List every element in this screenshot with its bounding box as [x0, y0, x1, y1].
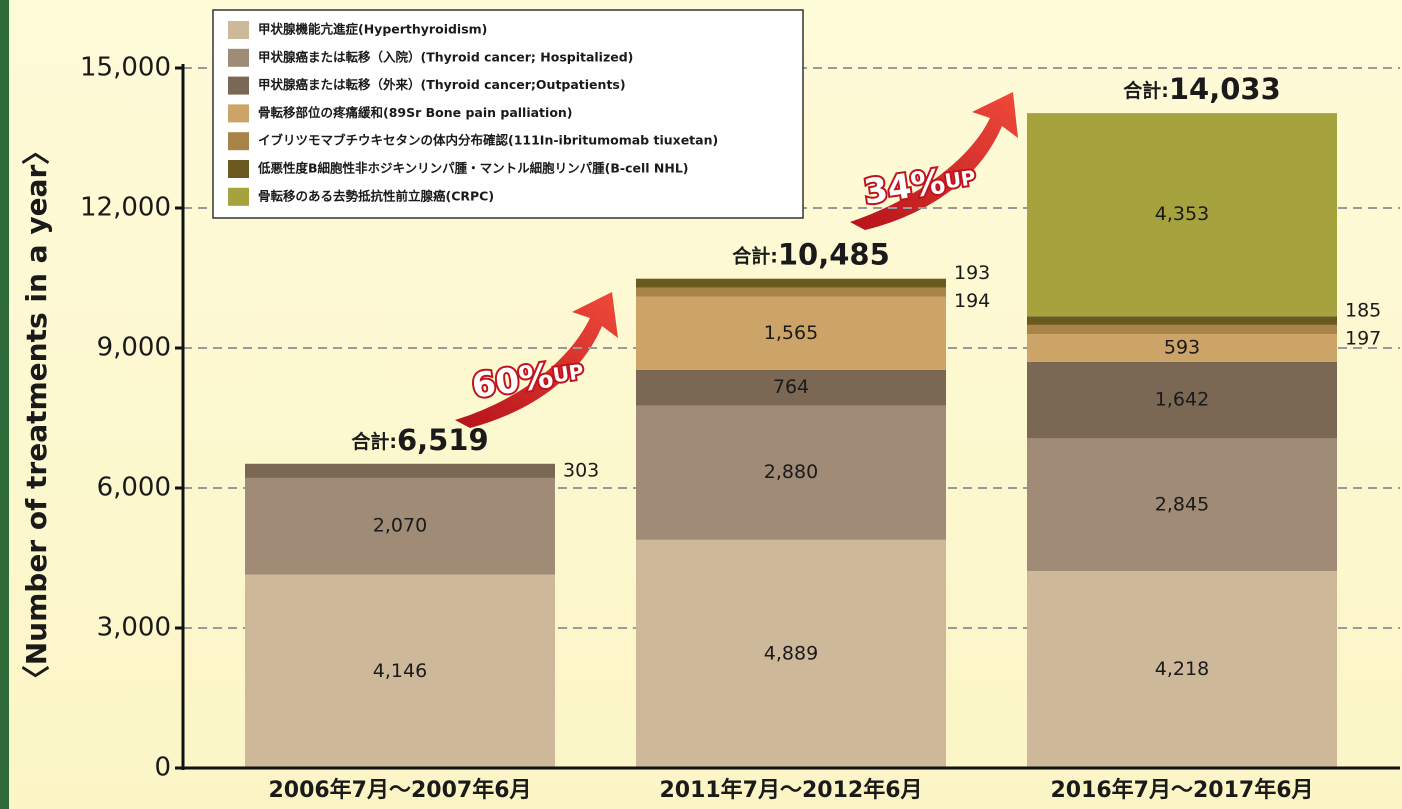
bar-segment [1027, 438, 1337, 572]
y-axis-title: 〈Number of treatments in a year〉 [20, 137, 53, 694]
legend-swatch [228, 160, 249, 178]
y-tick-label: 6,000 [97, 473, 171, 503]
value-label: 303 [563, 459, 599, 481]
total-value: 6,519 [397, 423, 489, 457]
y-tick-label: 0 [154, 753, 171, 783]
value-label: 4,146 [373, 660, 427, 682]
value-label: 4,889 [764, 642, 818, 664]
arrow [850, 92, 1018, 230]
total-value: 14,033 [1169, 72, 1281, 106]
bar-segment [636, 287, 946, 297]
legend-label: 甲状腺癌または転移（入院）(Thyroid cancer; Hospitaliz… [258, 49, 633, 64]
bar-segment [245, 477, 555, 575]
total-label: 合計:6,519 [351, 423, 488, 457]
value-label: 1,565 [764, 322, 818, 344]
x-tick-label: 2006年7月～2007年6月 [268, 777, 531, 803]
legend-swatch [228, 187, 249, 206]
bar-segment [1027, 361, 1337, 439]
bar-segment [1027, 113, 1337, 317]
legend-swatch [228, 132, 249, 151]
value-label: 2,070 [373, 515, 427, 537]
value-label: 1,642 [1155, 389, 1209, 411]
bar-segment [1027, 334, 1337, 362]
total-label: 合計:10,485 [732, 238, 890, 272]
bar-segment [636, 539, 946, 768]
plot: 0 3,000 6,000 9,000 12,000 15,000 4,146 2,070 30… [80, 9, 1400, 803]
value-label: 4,218 [1155, 658, 1209, 680]
total-prefix: 合計: [732, 244, 778, 267]
total-prefix: 合計: [1123, 79, 1169, 102]
legend-swatch [228, 48, 249, 67]
legend-label: 甲状腺癌または転移（外来）(Thyroid cancer;Outpatients… [258, 77, 626, 92]
value-label: 193 [954, 262, 990, 284]
bar-segment [245, 574, 555, 768]
bar-segment [245, 463, 555, 478]
y-tick-label: 12,000 [80, 193, 171, 223]
legend-box [212, 9, 804, 219]
annotation-unit: UP [943, 165, 977, 193]
value-label: 194 [954, 290, 990, 312]
value-label: 593 [1164, 336, 1200, 358]
value-label: 4,353 [1155, 203, 1209, 225]
legend-label: 骨転移のある去勢抵抗性前立腺癌(CRPC) [258, 188, 494, 203]
bar-segment [636, 278, 946, 288]
legend-swatch [228, 21, 249, 39]
value-label: 2,880 [764, 461, 818, 483]
legend-swatch [228, 104, 249, 123]
total-value: 10,485 [778, 238, 890, 272]
y-tick-label: 9,000 [97, 333, 171, 363]
legend: 甲状腺機能亢進症(Hyperthyroidism) 甲状腺癌または転移（入院）(T… [212, 9, 804, 219]
bar-segment [1027, 571, 1337, 768]
total-prefix: 合計: [351, 429, 397, 452]
x-tick-label: 2016年7月～2017年6月 [1050, 777, 1313, 803]
value-label: 197 [1345, 328, 1381, 350]
value-label: 764 [773, 376, 809, 398]
bar-segment [1027, 316, 1337, 325]
y-tick-label: 3,000 [97, 613, 171, 643]
bar-segment [636, 405, 946, 540]
legend-label: 低悪性度B細胞性非ホジキンリンパ腫・マントル細胞リンパ腫(B-cell NHL) [257, 161, 689, 176]
legend-label: 骨転移部位の疼痛緩和(89Sr Bone pain palliation) [258, 105, 573, 120]
value-label: 185 [1345, 300, 1381, 322]
bar-segment [636, 369, 946, 406]
annotation-unit: UP [551, 359, 585, 387]
legend-swatch [228, 76, 249, 95]
legend-label: 甲状腺機能亢進症(Hyperthyroidism) [258, 22, 487, 37]
x-tick-label: 2011年7月～2012年6月 [659, 777, 922, 803]
value-label: 2,845 [1155, 493, 1209, 515]
border-strip [0, 0, 9, 809]
arrow [455, 292, 618, 428]
bar-segment [1027, 324, 1337, 335]
bar-segment [636, 296, 946, 370]
y-tick-label: 15,000 [80, 53, 171, 83]
legend-label: イブリツモマブチウキセタンの体内分布確認(111In-ibritumomab t… [258, 133, 718, 148]
total-label: 合計:14,033 [1123, 72, 1281, 106]
